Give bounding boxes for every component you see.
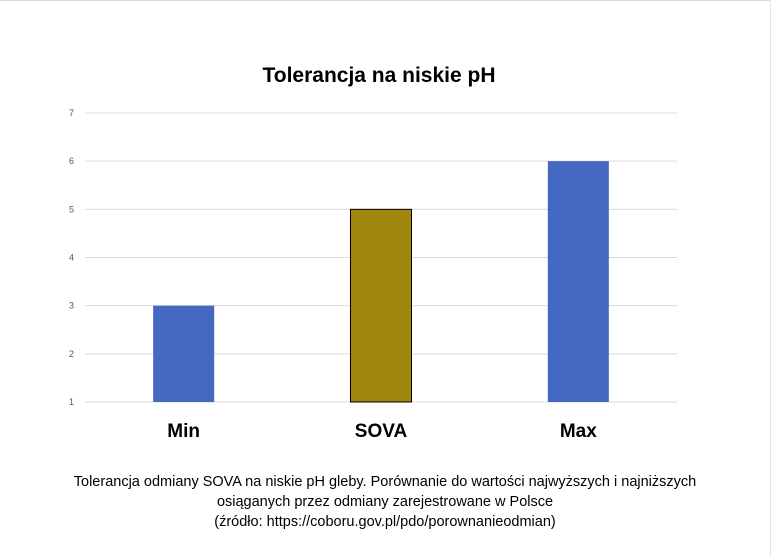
caption-line-3: (źródło: https://coboru.gov.pl/pdo/porow… — [214, 514, 556, 530]
caption-line-1: Tolerancja odmiany SOVA na niskie pH gle… — [73, 474, 697, 490]
x-tick-label: SOVA — [355, 421, 408, 442]
bar-max — [547, 161, 609, 402]
y-tick-label: 5 — [69, 204, 74, 214]
x-tick-label: Max — [560, 421, 597, 442]
bars — [153, 161, 609, 403]
bar-sova — [350, 208, 412, 403]
y-tick-label: 3 — [69, 301, 74, 311]
y-axis-ticks: 1 2 3 4 5 6 7 — [69, 108, 74, 407]
chart-caption: Tolerancja odmiany SOVA na niskie pH gle… — [60, 472, 710, 532]
y-tick-label: 1 — [69, 397, 74, 407]
y-tick-label: 6 — [69, 156, 74, 166]
caption-line-2: osiąganych przez odmiany zarejestrowane … — [216, 494, 554, 510]
y-tick-label: 2 — [69, 349, 74, 359]
x-axis-ticks: Min SOVA Max — [167, 421, 597, 442]
y-tick-label: 7 — [69, 108, 74, 118]
x-tick-label: Min — [167, 421, 200, 442]
top-border — [0, 0, 771, 1]
y-tick-label: 4 — [69, 253, 74, 263]
chart-title: Tolerancja na niskie pH — [262, 64, 495, 87]
bar-min — [153, 305, 215, 402]
